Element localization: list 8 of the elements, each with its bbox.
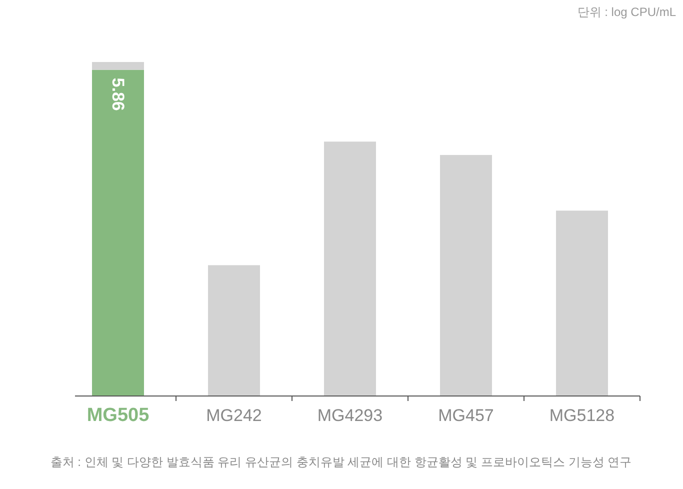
source-note: 출처 : 인체 및 다양한 발효식품 유리 유산균의 충치유발 세균에 대한 항균활성 및 프로바이오틱스 기능성 연구	[50, 455, 632, 469]
x-tick-label: MG4293	[317, 406, 383, 425]
data-label: 5.86	[108, 78, 128, 111]
x-tick-label: MG505	[86, 405, 150, 426]
x-tick-label: MG457	[438, 406, 494, 425]
x-tick-label: MG242	[206, 406, 262, 425]
x-tick-label: MG5128	[549, 406, 615, 425]
text: 단위 : log CPU/mL	[577, 5, 676, 19]
